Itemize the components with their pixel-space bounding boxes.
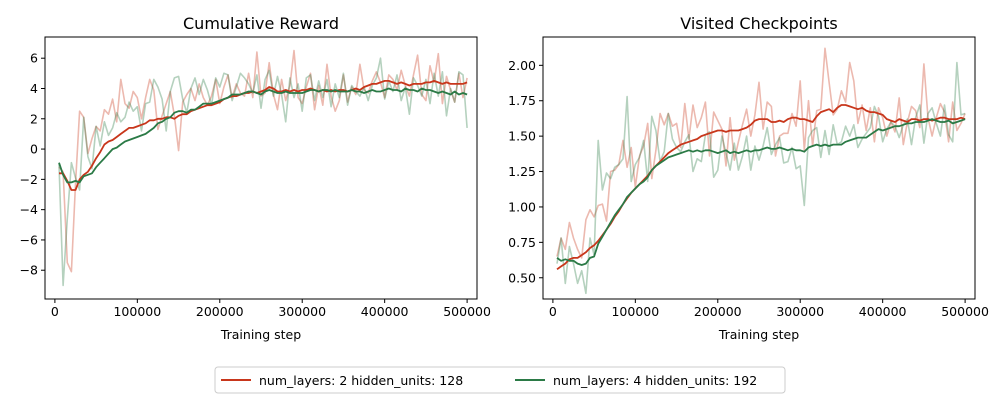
y-tick-label: −2 — [20, 172, 38, 187]
series-2-smoothed-line — [58, 87, 468, 184]
panel-visited-checkpoints: Visited Checkpoints 0 100000 200000 300000 4… — [508, 14, 989, 342]
series-2-smoothed-line — [556, 118, 966, 266]
y-axis: −8 −6 −4 −2 0 2 4 6 — [20, 51, 45, 278]
x-tick-label: 200000 — [694, 304, 742, 319]
y-tick-label: 0 — [30, 142, 38, 157]
y-tick-label: −6 — [20, 232, 38, 247]
y-tick-label: 1.50 — [508, 129, 536, 144]
y-tick-label: 1.25 — [508, 164, 536, 179]
x-tick-label: 100000 — [113, 304, 161, 319]
x-tick-label: 400000 — [859, 304, 907, 319]
x-tick-label: 400000 — [361, 304, 409, 319]
legend-entry-series-2: num_layers: 4 hidden_units: 192 — [553, 373, 757, 388]
x-tick-label: 500000 — [443, 304, 491, 319]
x-axis-label: Training step — [220, 327, 301, 342]
x-tick-label: 300000 — [776, 304, 824, 319]
y-tick-label: 2.00 — [508, 58, 536, 73]
series-1-smoothed-line — [556, 104, 966, 271]
legend: num_layers: 2 hidden_units: 128 num_laye… — [214, 366, 786, 394]
x-tick-label: 300000 — [278, 304, 326, 319]
panel-cumulative-reward: Cumulative Reward 0 100000 200000 300000 400… — [20, 14, 491, 342]
y-tick-label: −4 — [20, 202, 38, 217]
x-tick-label: 0 — [51, 304, 59, 319]
panel-title: Visited Checkpoints — [680, 14, 838, 33]
x-tick-label: 500000 — [941, 304, 989, 319]
legend-box — [214, 366, 786, 394]
y-tick-label: 0.50 — [508, 270, 536, 285]
y-tick-label: 0.75 — [508, 235, 536, 250]
series-1-raw-line — [58, 49, 468, 273]
y-axis: 0.50 0.75 1.00 1.25 1.50 1.75 2.00 — [508, 58, 543, 285]
series-2-raw-line — [556, 61, 966, 295]
y-tick-label: 2 — [30, 111, 38, 126]
plot-frame — [44, 36, 478, 300]
series-layer — [58, 49, 468, 287]
x-axis-label: Training step — [718, 327, 799, 342]
x-axis: 0 100000 200000 300000 400000 500000 — [549, 299, 989, 319]
legend-entry-series-1: num_layers: 2 hidden_units: 128 — [259, 373, 463, 388]
y-tick-label: −8 — [20, 263, 38, 278]
x-tick-label: 200000 — [196, 304, 244, 319]
x-tick-label: 0 — [549, 304, 557, 319]
y-tick-label: 6 — [30, 51, 38, 66]
plot-frame — [542, 36, 976, 300]
y-tick-label: 1.00 — [508, 199, 536, 214]
x-axis: 0 100000 200000 300000 400000 500000 — [51, 299, 491, 319]
series-1-smoothed-line — [59, 80, 468, 191]
y-tick-label: 1.75 — [508, 93, 536, 108]
x-tick-label: 100000 — [611, 304, 659, 319]
panel-title: Cumulative Reward — [183, 14, 339, 33]
series-layer — [556, 47, 966, 295]
series-1-raw-line — [556, 47, 966, 259]
y-tick-label: 4 — [30, 81, 38, 96]
